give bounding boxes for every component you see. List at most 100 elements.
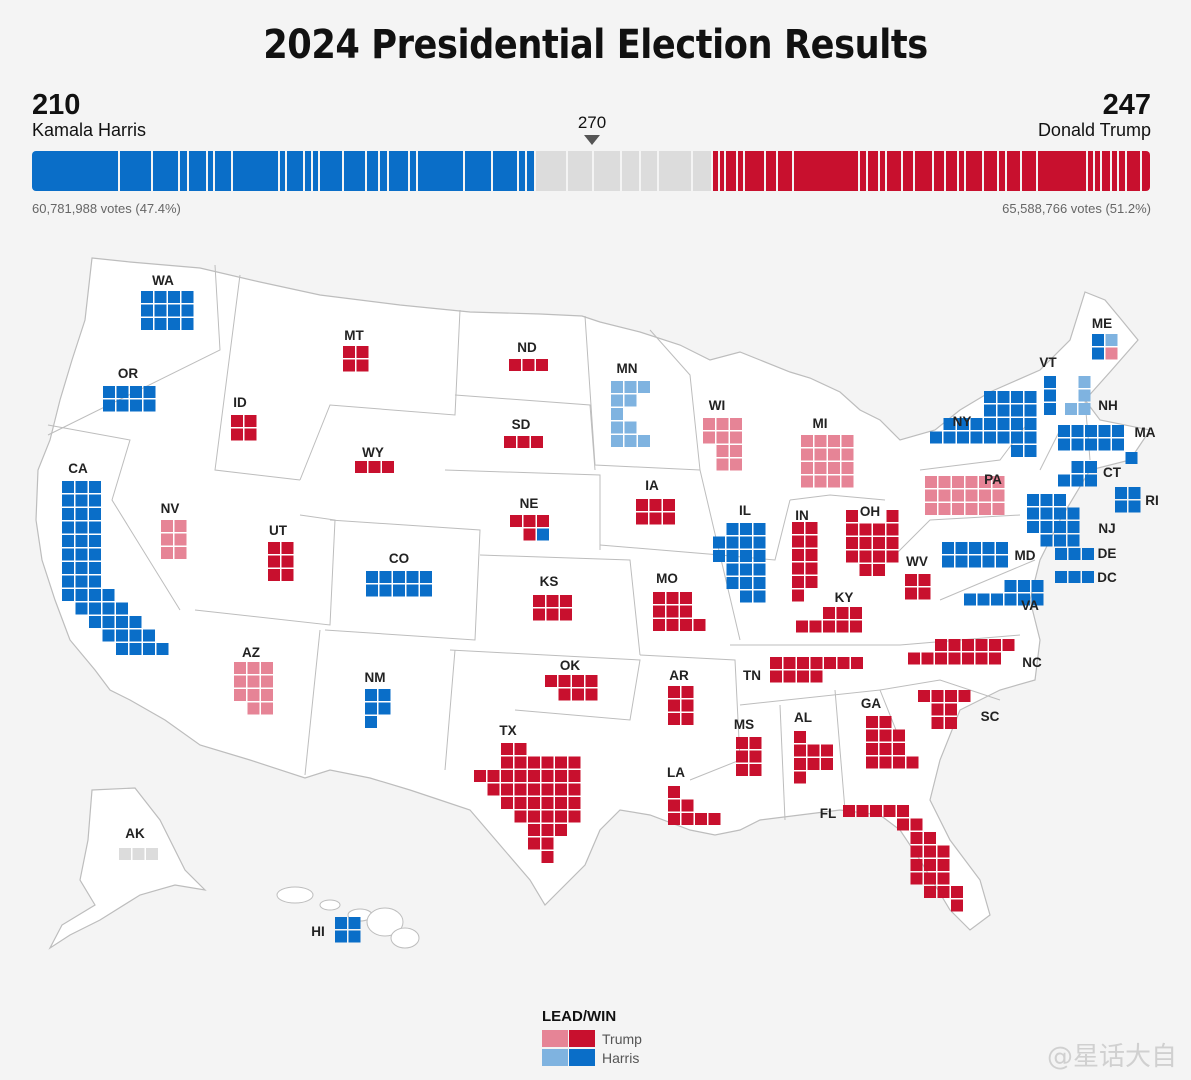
electoral-tile bbox=[841, 435, 854, 447]
electoral-tile bbox=[942, 555, 954, 568]
electoral-tile bbox=[1055, 548, 1067, 560]
legend-harris-lead-swatch bbox=[542, 1049, 568, 1066]
harris-name: Kamala Harris bbox=[32, 120, 147, 140]
state-label-fl: FL bbox=[820, 806, 837, 821]
electoral-tile bbox=[89, 535, 101, 547]
electoral-tile bbox=[1115, 500, 1127, 513]
electoral-tile bbox=[541, 770, 554, 782]
state-label-va: VA bbox=[1021, 598, 1039, 613]
bar-segment-trump bbox=[983, 151, 999, 191]
electoral-tile bbox=[268, 569, 280, 581]
state-label-sd: SD bbox=[512, 417, 531, 432]
electoral-tile bbox=[514, 783, 527, 796]
state-label-ms: MS bbox=[734, 717, 754, 732]
electoral-tile bbox=[807, 744, 820, 757]
electoral-tile bbox=[708, 813, 721, 825]
bar-segment-trump bbox=[1127, 151, 1142, 191]
bar-segment-harris bbox=[518, 151, 528, 191]
electoral-tile bbox=[740, 563, 752, 576]
electoral-tile bbox=[965, 503, 978, 515]
bar-segment-trump bbox=[794, 151, 860, 191]
electoral-tile bbox=[846, 510, 858, 522]
state-border bbox=[194, 514, 336, 626]
electoral-tile bbox=[850, 607, 862, 619]
electoral-tile bbox=[984, 431, 996, 444]
electoral-tile bbox=[859, 537, 872, 549]
electoral-tile bbox=[523, 515, 536, 527]
state-de-grid bbox=[1055, 548, 1094, 560]
electoral-tile bbox=[952, 489, 964, 502]
legend-row-harris: Harris bbox=[542, 1048, 642, 1067]
state-sd-grid bbox=[504, 436, 543, 448]
electoral-tile bbox=[945, 690, 957, 702]
electoral-tile bbox=[943, 418, 956, 430]
state-or-grid bbox=[103, 386, 156, 412]
electoral-tile bbox=[247, 662, 260, 674]
electoral-tile bbox=[805, 535, 818, 548]
electoral-tile bbox=[356, 346, 369, 358]
electoral-tile bbox=[841, 475, 854, 488]
state-label-az: AZ bbox=[242, 645, 260, 660]
state-label-id: ID bbox=[233, 395, 247, 410]
electoral-tile bbox=[653, 619, 665, 631]
electoral-tile bbox=[1024, 418, 1037, 430]
state-label-tx: TX bbox=[499, 723, 516, 738]
electoral-tile bbox=[75, 589, 88, 601]
state-label-ok: OK bbox=[560, 658, 581, 673]
electoral-tile bbox=[560, 595, 572, 607]
electoral-tile bbox=[1078, 376, 1091, 388]
electoral-tile bbox=[736, 764, 748, 776]
electoral-tile bbox=[730, 431, 742, 444]
electoral-tile bbox=[958, 690, 971, 702]
electoral-tile bbox=[997, 404, 1010, 417]
state-label-nv: NV bbox=[161, 501, 180, 516]
electoral-tile bbox=[866, 756, 878, 769]
state-label-tn: TN bbox=[743, 668, 761, 683]
electoral-tile bbox=[356, 359, 369, 372]
electoral-tile bbox=[62, 589, 74, 601]
electoral-tile bbox=[1105, 334, 1118, 346]
electoral-vote-bar bbox=[32, 151, 1150, 191]
electoral-tile bbox=[62, 562, 74, 574]
electoral-tile bbox=[979, 489, 991, 502]
electoral-tile bbox=[555, 810, 567, 823]
electoral-tile bbox=[749, 737, 762, 749]
electoral-tile bbox=[821, 744, 833, 757]
electoral-tile bbox=[924, 859, 936, 871]
state-label-ar: AR bbox=[669, 668, 689, 683]
electoral-tile bbox=[951, 899, 963, 912]
electoral-tile bbox=[879, 743, 892, 755]
bar-segment-harris bbox=[188, 151, 209, 191]
state-label-ak: AK bbox=[125, 826, 145, 841]
bar-segment-harris bbox=[208, 151, 216, 191]
electoral-tile bbox=[1044, 403, 1056, 415]
state-wi-grid bbox=[703, 418, 742, 471]
state-label-md: MD bbox=[1015, 548, 1036, 563]
hawaii-island bbox=[390, 927, 420, 949]
electoral-tile bbox=[181, 318, 194, 330]
electoral-tile bbox=[555, 824, 567, 836]
electoral-tile bbox=[638, 435, 650, 447]
bar-segment-harris bbox=[180, 151, 189, 191]
electoral-tile bbox=[1068, 548, 1081, 560]
electoral-tile bbox=[1011, 391, 1023, 403]
electoral-tile bbox=[740, 536, 752, 549]
electoral-tile bbox=[783, 657, 796, 669]
electoral-tile bbox=[681, 813, 694, 825]
electoral-tile bbox=[555, 756, 567, 769]
electoral-tile bbox=[181, 291, 194, 303]
bar-segment-undecided bbox=[621, 151, 642, 191]
electoral-tile bbox=[937, 859, 950, 871]
electoral-tile bbox=[821, 758, 833, 770]
electoral-tile bbox=[244, 415, 257, 427]
electoral-tile bbox=[365, 716, 377, 728]
trump-summary: 247 Donald Trump bbox=[1038, 90, 1151, 140]
electoral-tile bbox=[1058, 474, 1070, 487]
electoral-tile bbox=[572, 688, 584, 701]
electoral-tile bbox=[174, 533, 187, 546]
electoral-tile bbox=[611, 421, 623, 434]
bar-segment-trump bbox=[1038, 151, 1089, 191]
electoral-tile bbox=[585, 688, 598, 701]
electoral-tile bbox=[1054, 534, 1066, 547]
electoral-tile bbox=[1024, 404, 1037, 417]
